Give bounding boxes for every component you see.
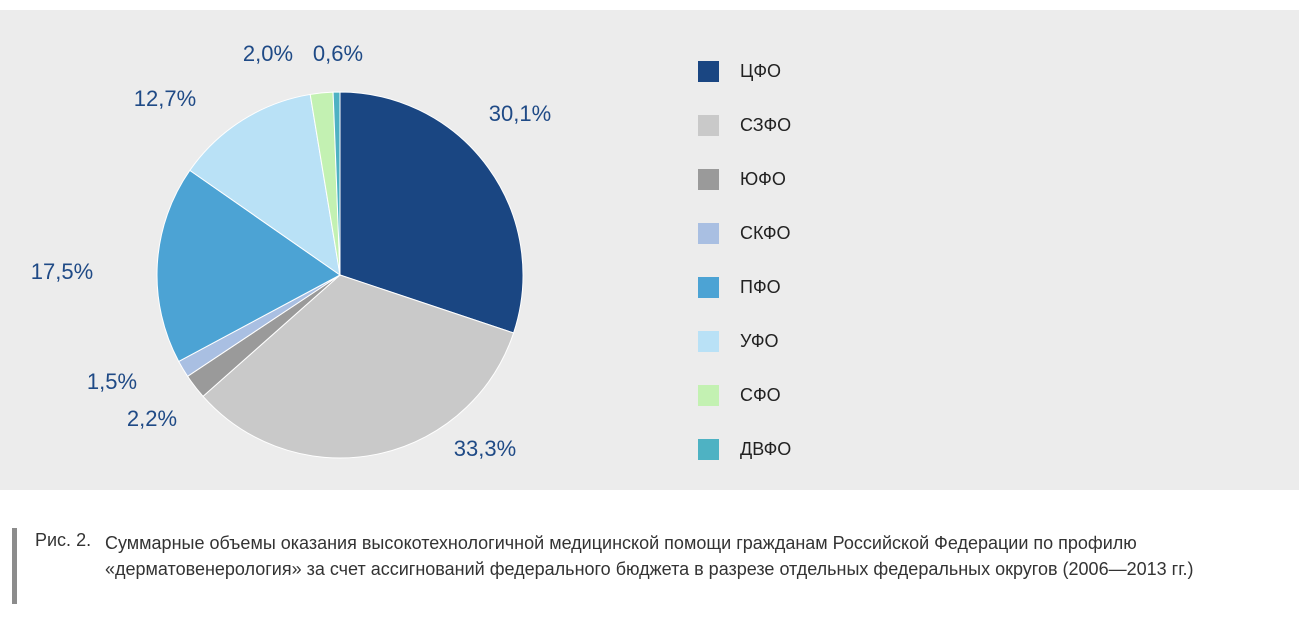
- legend-label: ДВФО: [740, 439, 791, 459]
- value-label: 33,3%: [454, 436, 516, 461]
- legend-label: ПФО: [740, 277, 781, 297]
- legend-swatch: [698, 169, 719, 190]
- value-label: 17,5%: [31, 259, 93, 284]
- pie-slice: [339, 91, 524, 334]
- legend-label: СФО: [740, 385, 781, 405]
- pie-slice: [189, 93, 341, 277]
- legend-label: СКФО: [740, 223, 791, 243]
- value-label: 0,6%: [313, 41, 363, 66]
- legend-label: ЦФО: [740, 61, 781, 81]
- value-label: 30,1%: [489, 101, 551, 126]
- legend-swatch: [698, 439, 719, 460]
- legend-label: УФО: [740, 331, 779, 351]
- legend-label: ЮФО: [740, 169, 786, 189]
- caption: Суммарные объемы оказания высокотехнолог…: [105, 533, 1194, 579]
- pie-slice: [156, 169, 341, 363]
- legend-swatch: [698, 115, 719, 136]
- legend-swatch: [698, 223, 719, 244]
- chart: 30,1% 33,3% 2,2% 1,5% 17,5% 12,7% 2,0% 0,6% ЦФО С…: [31, 41, 791, 461]
- figure-label: Рис. 2.: [35, 530, 92, 550]
- value-label: 1,5%: [87, 369, 137, 394]
- legend-swatch: [698, 277, 719, 298]
- pie-slice: [202, 274, 515, 459]
- value-label: 2,2%: [127, 406, 177, 431]
- caption-block: Рис. 2. Суммарные объемы оказания высоко…: [12, 528, 1292, 604]
- legend-label: СЗФО: [740, 115, 791, 135]
- legend-swatch: [698, 331, 719, 352]
- value-label: 12,7%: [134, 86, 196, 111]
- pie-slice: [332, 91, 341, 276]
- legend-swatch: [698, 385, 719, 406]
- value-label: 2,0%: [243, 41, 293, 66]
- caption-bar: [12, 528, 17, 604]
- legend-swatch: [698, 61, 719, 82]
